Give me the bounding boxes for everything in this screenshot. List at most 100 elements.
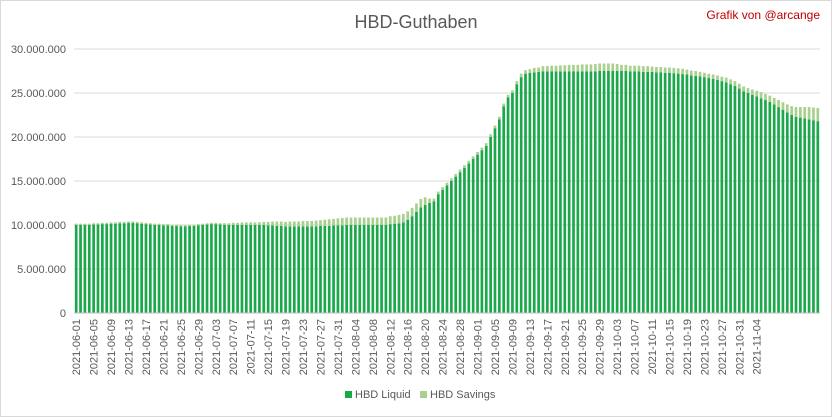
bar-hbd-savings <box>751 89 754 95</box>
bar-hbd-savings <box>707 73 711 79</box>
bar-hbd-liquid <box>454 176 458 313</box>
bar-hbd-liquid <box>87 225 91 313</box>
bar-hbd-liquid <box>131 222 135 313</box>
bar-hbd-liquid <box>441 189 444 313</box>
bar-hbd-liquid <box>785 112 789 313</box>
bar-hbd-liquid <box>737 88 741 313</box>
bar-hbd-savings <box>633 65 636 72</box>
bar-hbd-liquid <box>655 72 658 313</box>
bar-hbd-savings <box>620 64 623 71</box>
bar-hbd-savings <box>144 222 148 225</box>
legend-label-hbd-savings: HBD Savings <box>430 389 496 401</box>
bar-hbd-savings <box>655 67 658 73</box>
bar-hbd-liquid <box>227 225 231 313</box>
bar-hbd-savings <box>432 198 436 202</box>
bar-hbd-savings <box>602 63 606 71</box>
bar-hbd-savings <box>336 218 340 226</box>
bar-hbd-liquid <box>157 225 161 313</box>
bar-hbd-savings <box>502 103 506 107</box>
bar-hbd-liquid <box>563 71 567 313</box>
bar-hbd-liquid <box>266 225 270 313</box>
bar-hbd-liquid <box>711 78 715 313</box>
bar-hbd-savings <box>170 224 174 226</box>
bar-hbd-liquid <box>498 119 501 314</box>
bar-hbd-liquid <box>567 71 571 313</box>
x-tick-label: 2021-09-09 <box>507 319 519 375</box>
bar-hbd-liquid <box>101 224 104 313</box>
bar-hbd-savings <box>436 191 440 195</box>
bar-hbd-savings <box>223 223 226 225</box>
bar-hbd-liquid <box>327 225 331 313</box>
bar-hbd-liquid <box>218 224 222 313</box>
bar-hbd-savings <box>624 64 628 71</box>
bar-hbd-savings <box>240 222 244 225</box>
y-tick-label: 5.000.000 <box>17 264 66 276</box>
bar-hbd-savings <box>332 218 335 226</box>
bar-hbd-liquid <box>135 223 139 313</box>
bar-hbd-savings <box>615 63 619 71</box>
bar-hbd-savings <box>580 64 584 72</box>
bar-hbd-savings <box>515 81 519 85</box>
bar-hbd-liquid <box>545 71 549 313</box>
bar-hbd-savings <box>192 224 196 226</box>
bar-hbd-liquid <box>585 71 588 313</box>
bar-hbd-liquid <box>471 159 475 313</box>
bar-hbd-savings <box>201 223 205 225</box>
bar-hbd-liquid <box>733 85 737 314</box>
bar-hbd-liquid <box>794 116 798 313</box>
bar-hbd-liquid <box>489 137 492 313</box>
bar-hbd-savings <box>532 67 536 73</box>
bar-hbd-liquid <box>716 79 719 313</box>
bar-hbd-liquid <box>589 71 593 313</box>
bar-hbd-savings <box>528 69 532 73</box>
bar-hbd-savings <box>716 75 719 80</box>
bar-hbd-savings <box>511 90 514 93</box>
bar-hbd-liquid <box>772 104 776 313</box>
bar-hbd-savings <box>733 81 737 86</box>
bar-hbd-liquid <box>284 226 287 313</box>
bar-hbd-liquid <box>388 224 392 313</box>
bar-hbd-savings <box>105 222 109 225</box>
bar-hbd-liquid <box>480 150 484 313</box>
bar-hbd-savings <box>423 197 427 205</box>
bar-hbd-savings <box>812 107 815 121</box>
bar-hbd-liquid <box>572 71 575 313</box>
bar-hbd-liquid <box>118 223 122 313</box>
x-tick-label: 2021-09-01 <box>473 319 485 375</box>
bar-hbd-savings <box>489 134 492 137</box>
bar-hbd-savings <box>498 116 501 120</box>
bar-hbd-savings <box>288 221 292 227</box>
x-tick-label: 2021-10-03 <box>612 319 624 375</box>
bar-hbd-savings <box>668 67 671 73</box>
bar-hbd-liquid <box>140 223 143 313</box>
bar-hbd-savings <box>593 63 597 72</box>
bar-hbd-savings <box>183 225 187 227</box>
bar-hbd-liquid <box>432 201 436 313</box>
bar-hbd-savings <box>550 65 554 72</box>
bar-hbd-savings <box>816 107 820 122</box>
x-tick-label: 2021-10-15 <box>664 319 676 375</box>
bar-hbd-liquid <box>650 71 654 313</box>
bar-hbd-savings <box>441 187 444 190</box>
y-tick-label: 30.000.000 <box>11 44 66 56</box>
bar-hbd-liquid <box>637 71 641 313</box>
legend-swatch-hbd-liquid <box>345 391 352 398</box>
bar-hbd-savings <box>218 223 222 225</box>
bar-hbd-savings <box>729 79 732 85</box>
bar-hbd-savings <box>74 223 78 225</box>
bar-hbd-savings <box>589 64 593 72</box>
bar-hbd-liquid <box>528 72 532 313</box>
bar-hbd-savings <box>371 217 375 225</box>
bar-hbd-savings <box>127 221 130 223</box>
bar-hbd-liquid <box>96 224 100 313</box>
bar-hbd-liquid <box>698 76 702 313</box>
bar-hbd-savings <box>175 224 178 226</box>
bar-hbd-savings <box>135 221 139 224</box>
bar-hbd-liquid <box>397 223 401 313</box>
x-tick-label: 2021-06-05 <box>89 319 101 375</box>
bar-hbd-liquid <box>83 225 87 313</box>
bar-hbd-liquid <box>205 224 209 313</box>
bar-hbd-savings <box>711 74 715 79</box>
bar-hbd-liquid <box>92 224 95 313</box>
bar-hbd-liquid <box>419 207 423 313</box>
